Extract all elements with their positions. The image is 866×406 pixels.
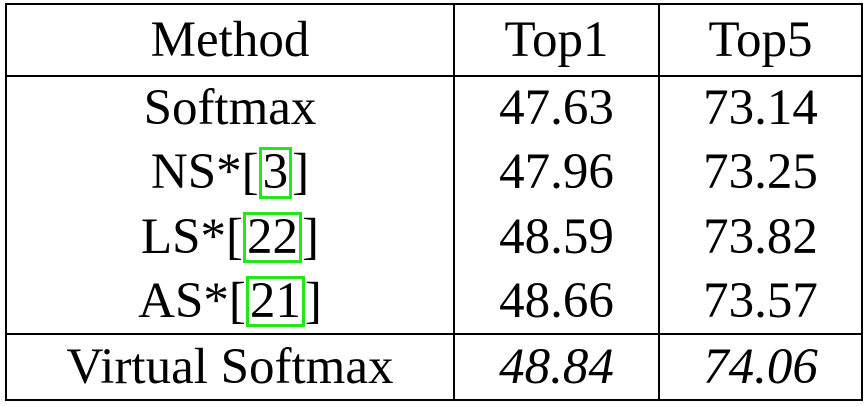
- citation-open-bracket: [: [228, 272, 246, 329]
- top5-cell: 73.82: [658, 205, 863, 270]
- best-row: Virtual Softmax 48.84 74.06: [5, 333, 863, 400]
- header-top5: Top5: [658, 4, 863, 77]
- header-top1: Top1: [453, 4, 660, 77]
- results-table: Method Top1 Top5 Softmax 47.63 73.14 NS*…: [5, 3, 863, 401]
- method-name: Softmax: [143, 80, 317, 137]
- citation-close-bracket: ]: [302, 208, 319, 265]
- citation-close-bracket: ]: [292, 143, 310, 200]
- citation-number: 22: [247, 208, 299, 265]
- table-row: NS*[3] 47.96 73.25: [5, 140, 863, 206]
- method-cell: AS*[21]: [5, 269, 455, 335]
- best-top1-cell: 48.84: [453, 333, 660, 400]
- citation-open-bracket: [: [226, 208, 244, 265]
- method-name: AS*: [138, 272, 229, 329]
- method-cell: LS*[22]: [5, 205, 455, 270]
- top5-cell: 73.57: [658, 269, 863, 335]
- citation-link[interactable]: 3: [258, 143, 293, 200]
- top5-cell: 73.25: [658, 140, 863, 206]
- method-cell: Virtual Softmax: [5, 333, 455, 400]
- header-row: Method Top1 Top5: [5, 4, 863, 77]
- method-cell: NS*[3]: [5, 140, 455, 206]
- table-row: AS*[21] 48.66 73.57: [5, 269, 863, 335]
- top5-cell: 73.14: [658, 76, 863, 141]
- method-name: NS*: [150, 143, 242, 200]
- citation-number: 3: [262, 143, 289, 200]
- citation-open-bracket: [: [241, 143, 259, 200]
- citation-close-bracket: ]: [304, 272, 322, 329]
- method-cell: Softmax: [5, 76, 455, 141]
- top1-cell: 48.66: [453, 269, 660, 335]
- citation-number: 21: [249, 272, 301, 329]
- header-method: Method: [5, 4, 455, 77]
- citation-link[interactable]: 22: [243, 208, 303, 265]
- top1-cell: 48.59: [453, 205, 660, 270]
- table-row: Softmax 47.63 73.14: [5, 76, 863, 141]
- citation-link[interactable]: 21: [245, 272, 305, 329]
- best-top5-cell: 74.06: [658, 333, 863, 400]
- table-row: LS*[22] 48.59 73.82: [5, 205, 863, 270]
- top1-cell: 47.96: [453, 140, 660, 206]
- top1-cell: 47.63: [453, 76, 660, 141]
- method-name: LS*: [141, 208, 227, 265]
